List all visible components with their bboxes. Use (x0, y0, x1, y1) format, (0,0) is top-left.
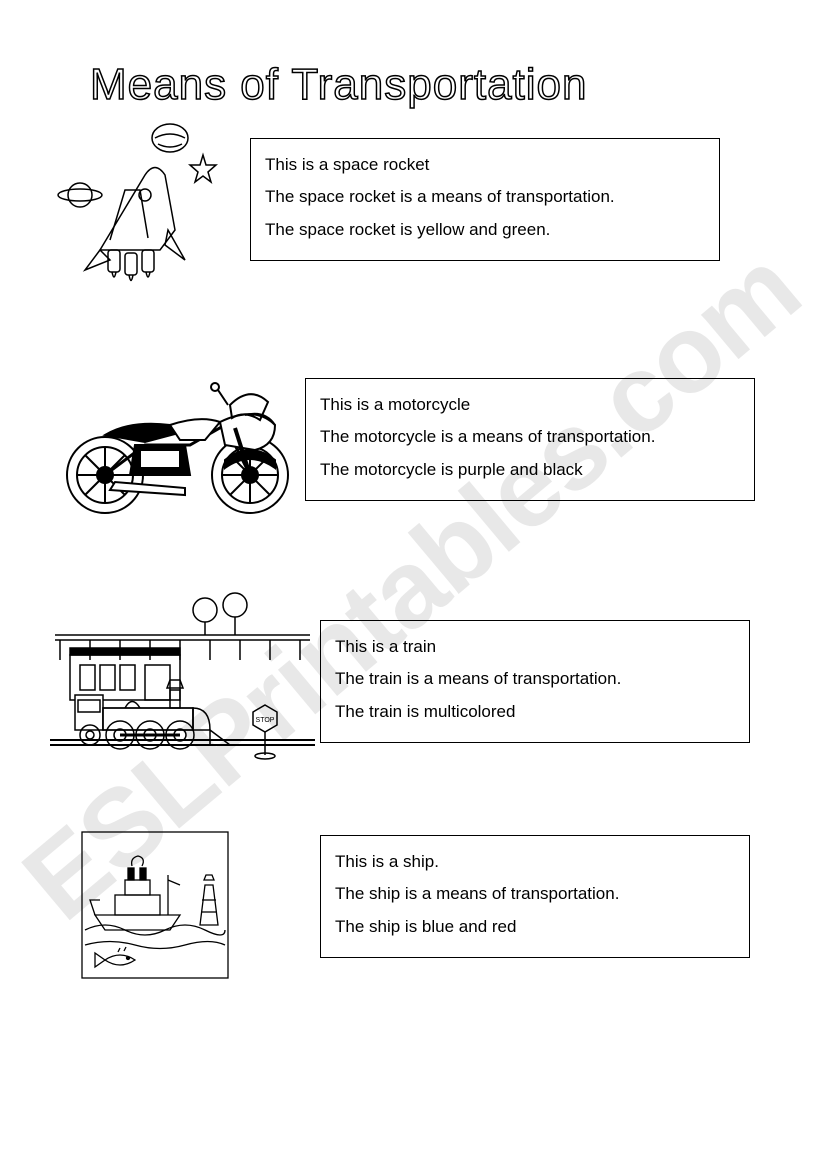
item-row-train: STOP This is a train The train is a mean… (50, 580, 771, 775)
textbox-ship: This is a ship. The ship is a means of t… (320, 835, 750, 958)
rocket-line1: This is a space rocket (265, 149, 705, 181)
item-row-rocket: This is a space rocket The space rocket … (50, 120, 771, 295)
textbox-rocket: This is a space rocket The space rocket … (250, 138, 720, 261)
train-line1: This is a train (335, 631, 735, 663)
textbox-train: This is a train The train is a means of … (320, 620, 750, 743)
ship-line2: The ship is a means of transportation. (335, 878, 735, 910)
svg-text:STOP: STOP (256, 717, 275, 724)
motorcycle-line1: This is a motorcycle (320, 389, 740, 421)
worksheet-page: ESLPrintables.com Means of Transportatio… (0, 0, 821, 1169)
motorcycle-line2: The motorcycle is a means of transportat… (320, 421, 740, 453)
page-title: Means of Transportation (90, 60, 771, 110)
train-line3: The train is multicolored (335, 696, 735, 728)
item-row-motorcycle: This is a motorcycle The motorcycle is a… (50, 350, 771, 525)
train-icon: STOP (50, 580, 320, 775)
motorcycle-icon (50, 350, 305, 525)
motorcycle-line3: The motorcycle is purple and black (320, 454, 740, 486)
item-row-ship: This is a ship. The ship is a means of t… (50, 830, 771, 985)
textbox-motorcycle: This is a motorcycle The motorcycle is a… (305, 378, 755, 501)
rocket-line2: The space rocket is a means of transport… (265, 181, 705, 213)
rocket-icon (50, 120, 250, 295)
ship-icon (50, 830, 320, 985)
train-line2: The train is a means of transportation. (335, 663, 735, 695)
rocket-line3: The space rocket is yellow and green. (265, 214, 705, 246)
ship-line1: This is a ship. (335, 846, 735, 878)
ship-line3: The ship is blue and red (335, 911, 735, 943)
